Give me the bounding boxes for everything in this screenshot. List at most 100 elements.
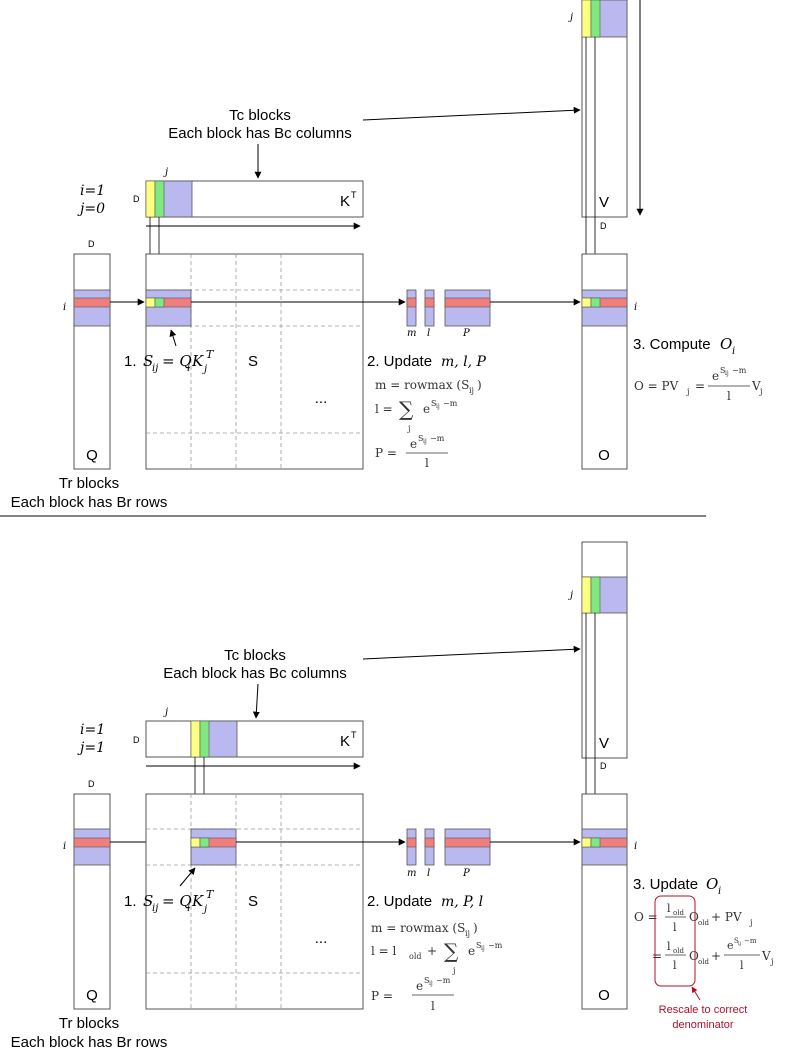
bottom-o-i-label: i — [634, 841, 637, 852]
bottom-eq-p-den: l — [431, 999, 435, 1013]
bottom-m-cell — [406, 837, 417, 848]
top-tc-blocks-label: Tc blocks — [229, 107, 291, 124]
bottom-eq-p-num-sub: ij — [429, 980, 433, 987]
top-eq-o-num-s: S — [720, 366, 725, 375]
top-eq-l-exp-s: S — [431, 399, 436, 408]
bottom-o-matrix — [581, 793, 628, 1010]
bottom-kt-d-label: D — [133, 735, 140, 745]
bottom-step1-q: = Q — [162, 892, 192, 910]
top-eq-p-num-e: e — [410, 437, 417, 451]
bottom-eq2-oold: O — [689, 949, 699, 963]
bottom-q-matrix — [73, 793, 111, 1010]
bottom-o-green — [590, 837, 601, 848]
top-eq-o-num-sub: ij — [725, 370, 729, 377]
top-q-matrix — [73, 253, 111, 470]
top-step1-num: 1. — [124, 353, 137, 370]
top-eq-o-num-rest: −m — [732, 366, 747, 375]
top-iter-i: i=1 — [80, 183, 105, 199]
bottom-v-j-label: j — [568, 590, 573, 601]
top-eq-l-sum: ∑ — [399, 397, 414, 421]
bottom-eq-p-num-e: e — [416, 979, 423, 993]
bottom-eq1-l: l — [673, 921, 677, 934]
bottom-eq2-v: V — [761, 949, 771, 963]
top-eq-p-den: l — [425, 456, 429, 470]
bottom-tr-rows-label: Each block has Br rows — [11, 1034, 168, 1051]
bottom-eq-l-sum-sub: j — [452, 966, 455, 975]
bottom-step1-k-sub: j — [202, 904, 207, 915]
bottom-eq-l-exp-sub: ij — [481, 945, 485, 952]
bottom-tc-arrow-to-k — [252, 683, 260, 719]
top-tc-columns-label: Each block has Bc columns — [168, 125, 351, 142]
top-step2-vars: m, l, P — [441, 354, 487, 370]
top-step1-k-sup: T — [206, 348, 215, 361]
bottom-eq2-num-sub: ij — [738, 941, 742, 947]
bottom-step1-k: K — [191, 892, 204, 910]
bottom-eq2-l: l — [673, 959, 677, 972]
top-q-red-row — [73, 297, 111, 308]
top-step1-q-sub: i — [187, 363, 190, 374]
top-l-vector — [424, 289, 435, 327]
top-iter-j: j=0 — [77, 201, 105, 217]
top-step1-s-sub: ij — [152, 363, 158, 374]
bottom-eq2-den: l — [740, 959, 744, 972]
bottom-v-yellow — [581, 576, 592, 614]
rescale-highlight-box — [654, 895, 696, 987]
bottom-eq-p-num-s: S — [424, 976, 429, 985]
bottom-eq2-num-rest: −m — [744, 937, 757, 945]
top-eq-l-exp-sub: ij — [436, 403, 440, 410]
top-o-label: O — [598, 447, 610, 464]
bottom-eq-l-sum: ∑ — [444, 939, 459, 963]
top-s-label: S — [248, 353, 258, 370]
bottom-kt-green-col — [199, 720, 210, 758]
top-m-label: m — [407, 328, 416, 339]
bottom-step3-sub: i — [718, 886, 721, 897]
top-o-i-label: i — [634, 302, 637, 313]
bottom-eq2-v-sub: j — [770, 957, 773, 966]
bottom-l-cell — [424, 837, 435, 848]
bottom-eq2-plus: + — [711, 949, 721, 963]
bottom-step1-s-sub: ij — [152, 903, 158, 914]
bottom-eq1-o: O = — [634, 910, 658, 924]
bottom-step2-vars: m, P, l — [441, 894, 483, 910]
bottom-tc-columns-label: Each block has Bc columns — [163, 665, 346, 682]
top-o-yellow — [581, 297, 592, 308]
bottom-step1-num: 1. — [124, 893, 137, 910]
bottom-step1-q-sub: i — [187, 903, 190, 914]
top-eq-m-sub: ij — [469, 386, 474, 395]
top-s-block-ij — [145, 289, 192, 327]
bottom-eq1-lold-sub: old — [673, 909, 684, 917]
top-step1-pointer — [169, 329, 177, 347]
bottom-step3-var: O — [706, 875, 718, 893]
bottom-v-label: V — [599, 735, 609, 752]
rescale-note-line1: Rescale to correct — [659, 1004, 748, 1016]
bottom-kt-sup: T — [351, 730, 357, 740]
top-step2-label: 2. Update — [367, 353, 432, 370]
bottom-l-label: l — [427, 868, 430, 879]
top-step3-label: 3. Compute — [633, 336, 711, 353]
top-kt-yellow-col — [145, 180, 156, 218]
top-step3-sub: i — [732, 346, 735, 357]
bottom-m-label: m — [407, 868, 416, 879]
top-l-cell — [424, 297, 435, 308]
top-tr-blocks-label: Tr blocks — [59, 475, 119, 492]
top-step1-q: = Q — [162, 352, 192, 370]
top-v-yellow — [581, 0, 592, 38]
top-kt-d-label: D — [133, 194, 140, 204]
bottom-s-green-cell — [199, 837, 210, 848]
bottom-eq2-num-e: e — [727, 939, 734, 952]
top-m-vector — [406, 289, 417, 327]
top-kt-green-col — [154, 180, 165, 218]
bottom-v-matrix — [581, 541, 628, 759]
top-p-block — [444, 289, 491, 327]
top-q-label: Q — [86, 447, 98, 464]
top-kt-label: K — [340, 193, 350, 210]
top-q-i-label: i — [63, 302, 66, 313]
top-tc-arrow-to-v — [362, 106, 581, 121]
bottom-tc-blocks-label: Tc blocks — [224, 647, 286, 664]
top-v-d-label: D — [600, 221, 607, 231]
bottom-o-yellow — [581, 837, 592, 848]
top-step3-var: O — [720, 335, 732, 353]
top-eq-m: m = rowmax (S — [375, 378, 469, 392]
